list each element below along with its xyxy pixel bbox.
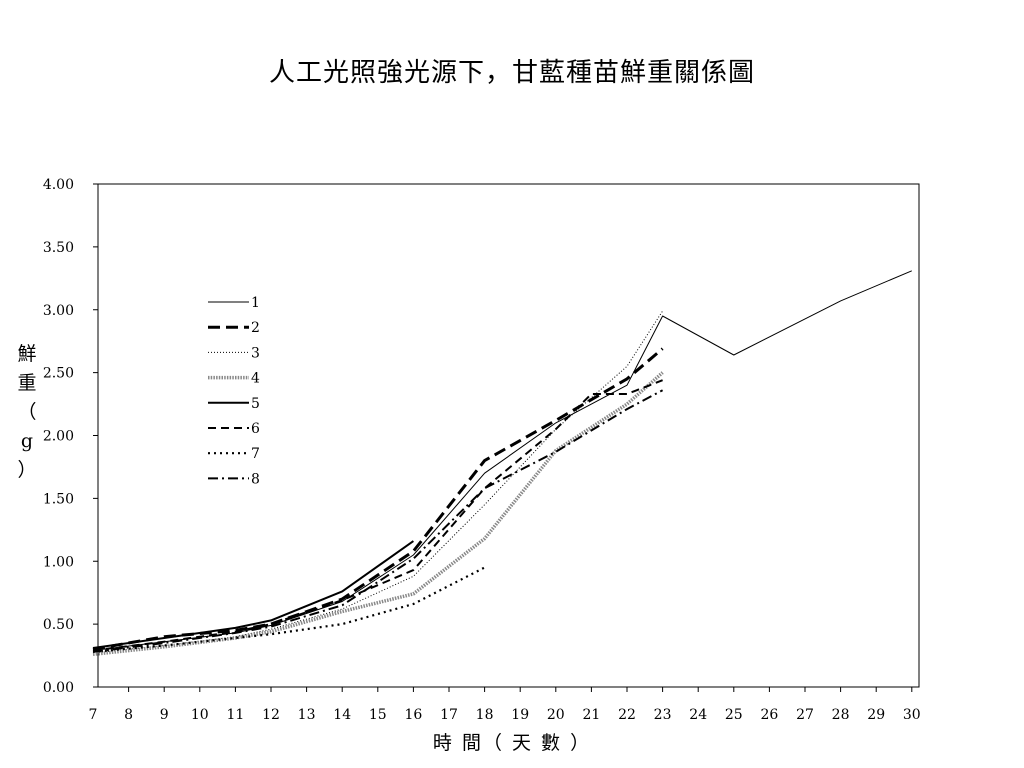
chart-title: 人工光照強光源下，甘藍種苗鮮重關係圖	[268, 58, 755, 88]
y-tick-label: 2.00	[43, 429, 74, 445]
x-tick-label: 10	[191, 707, 209, 723]
series-line-5	[92, 540, 414, 649]
x-tick-label: 17	[440, 707, 458, 723]
x-tick-label: 13	[298, 707, 316, 723]
legend-label-1: 1	[251, 295, 260, 311]
series-line-3	[92, 310, 664, 654]
legend-label-5: 5	[251, 396, 260, 412]
x-tick-label: 27	[796, 707, 814, 723]
x-tick-label: 8	[124, 707, 133, 723]
x-tick-label: 12	[262, 707, 280, 723]
series-line-6	[92, 379, 663, 652]
x-tick-label: 18	[476, 707, 494, 723]
x-tick-label: 26	[760, 707, 778, 723]
series-lines	[92, 270, 912, 657]
legend-label-4: 4	[251, 371, 260, 387]
x-tick-label: 30	[903, 707, 921, 723]
legend-label-2: 2	[251, 320, 260, 336]
plot-area	[97, 183, 920, 688]
x-tick-label: 19	[511, 707, 529, 723]
legend-label-3: 3	[251, 345, 260, 361]
x-tick-label: 20	[547, 707, 565, 723]
y-tick-label: 3.00	[43, 303, 74, 319]
x-tick-label: 16	[404, 707, 422, 723]
y-axis-label: 鮮重（g）	[17, 343, 37, 481]
x-tick-label: 9	[160, 707, 169, 723]
series-line-4	[92, 371, 664, 657]
x-tick-label: 25	[725, 707, 743, 723]
y-tick-label: 1.50	[43, 491, 74, 507]
legend-label-6: 6	[251, 421, 260, 437]
x-tick-label: 11	[226, 707, 244, 723]
x-tick-label: 7	[89, 707, 98, 723]
y-tick-label: 0.00	[43, 680, 74, 696]
x-tick-label: 28	[832, 707, 850, 723]
x-tick-label: 15	[369, 707, 387, 723]
plot-frame	[97, 183, 920, 688]
x-axis-label: 時 間（ 天 數 ）	[432, 732, 592, 754]
x-tick-label: 29	[867, 707, 885, 723]
axis-ticks: 0.00 0.50 1.00 1.50 2.00 2.50 3.00 3.50 4.00 7 8 9 1…	[43, 177, 921, 723]
x-tick-label: 22	[618, 707, 636, 723]
y-tick-label: 2.50	[43, 366, 74, 382]
legend: 1 2 3 4 5 6 7 8	[208, 295, 260, 487]
legend-label-7: 7	[251, 446, 260, 462]
y-tick-label: 1.00	[43, 554, 74, 570]
x-tick-label: 21	[582, 707, 600, 723]
series-line-8	[92, 389, 664, 653]
x-tick-label: 24	[689, 707, 707, 723]
y-tick-label: 4.00	[43, 177, 74, 193]
x-tick-label: 14	[333, 707, 351, 723]
y-tick-label: 3.50	[43, 240, 74, 256]
series-line-7	[92, 566, 486, 653]
y-tick-label: 0.50	[43, 617, 74, 633]
legend-label-8: 8	[251, 471, 260, 487]
x-tick-label: 23	[654, 707, 672, 723]
